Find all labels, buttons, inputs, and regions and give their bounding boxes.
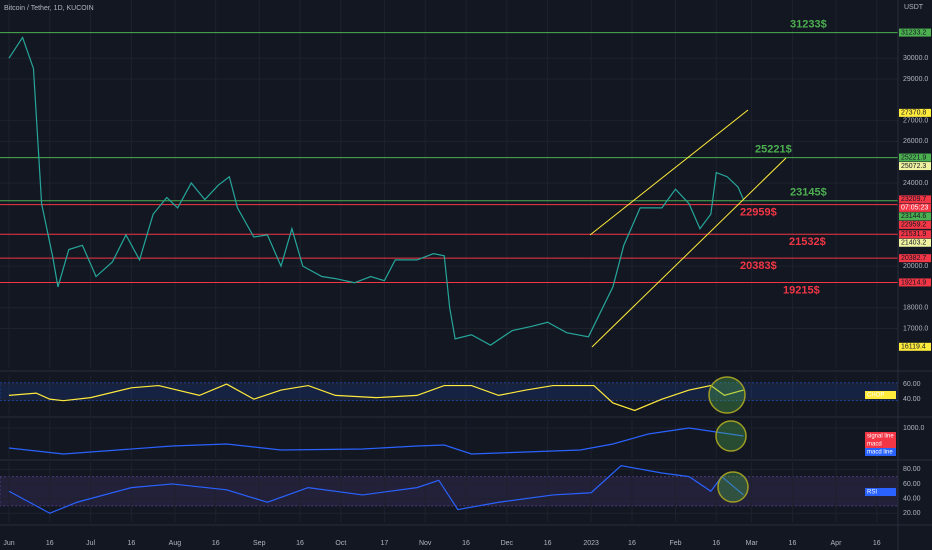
y-tick-label: 80.00 xyxy=(903,466,921,473)
price-tag xyxy=(899,195,931,204)
x-tick-label: 16 xyxy=(712,540,720,547)
x-tick-label: Nov xyxy=(419,540,432,547)
x-tick-label: 16 xyxy=(127,540,135,547)
currency: USDT xyxy=(904,4,924,11)
legend-tag xyxy=(865,391,896,399)
legend-tag xyxy=(865,448,896,456)
countdown-tag xyxy=(899,203,931,212)
x-tick-label: 16 xyxy=(462,540,470,547)
price-tag xyxy=(899,342,931,351)
y-tick-label: 27000.0 xyxy=(903,117,928,124)
x-tick-label: 16 xyxy=(212,540,220,547)
legend-label: RSI xyxy=(867,490,877,496)
price-tag xyxy=(899,254,931,263)
y-tick-label: 20.00 xyxy=(903,510,921,517)
price-tag-label: 19214.9 xyxy=(901,279,926,286)
price-tag xyxy=(899,230,931,239)
indicator-band xyxy=(0,476,899,507)
level-label: 23145$ xyxy=(790,187,827,199)
legend-label: macd line xyxy=(867,450,893,456)
pane: 1000.0 signal line macd macd line xyxy=(0,425,925,456)
x-tick-label: Mar xyxy=(746,540,759,547)
y-tick-label: 30000.0 xyxy=(903,55,928,62)
price-tag-label: 25072.3 xyxy=(901,163,926,170)
x-tick-label: 16 xyxy=(46,540,54,547)
x-tick-label: 16 xyxy=(873,540,881,547)
price-tag xyxy=(899,238,931,247)
price-tag xyxy=(899,220,931,229)
price-line xyxy=(8,465,744,514)
y-tick-label: 18000.0 xyxy=(903,305,928,312)
y-tick-label: 40.00 xyxy=(903,396,921,403)
legend-label: CHOP xyxy=(867,393,884,399)
x-tick-label: Oct xyxy=(335,540,346,547)
price-tag xyxy=(899,153,931,162)
legend-tag xyxy=(865,432,896,440)
x-tick-label: 17 xyxy=(380,540,388,547)
price-line xyxy=(8,383,744,412)
legend-label: macd xyxy=(867,442,882,448)
y-tick-label: 60.00 xyxy=(903,481,921,488)
y-tick-label: 40.00 xyxy=(903,495,921,502)
price-tag xyxy=(899,162,931,171)
level-label: 22959$ xyxy=(740,207,777,219)
level-label: 31233$ xyxy=(790,18,827,30)
y-tick-label: 20000.0 xyxy=(903,263,928,270)
price-line xyxy=(8,427,744,455)
price-tag-label: 27370.8 xyxy=(901,110,926,117)
level-label: 19215$ xyxy=(783,284,820,296)
price-tag-label: 16119.4 xyxy=(901,344,926,351)
price-tag xyxy=(899,108,931,117)
x-tick-label: 16 xyxy=(296,540,304,547)
y-tick-label: 17000.0 xyxy=(903,325,928,332)
price-tag-label: 22959.2 xyxy=(901,222,926,229)
price-tag-label: 23209.7 xyxy=(901,196,926,203)
y-tick-label: 29000.0 xyxy=(903,76,928,83)
x-tick-label: Jun xyxy=(3,540,14,547)
highlight-circles xyxy=(708,376,749,503)
legend-label: signal line xyxy=(867,434,894,440)
x-tick-label: Sep xyxy=(253,540,266,547)
price-tag-label: 21531.9 xyxy=(901,231,926,238)
x-tick-label: Jul xyxy=(86,540,95,547)
legend-tag xyxy=(865,440,896,448)
x-tick-label: Dec xyxy=(501,540,514,547)
x-tick-label: 16 xyxy=(628,540,636,547)
price-tag xyxy=(899,28,931,37)
y-tick-label: 60.00 xyxy=(903,381,921,388)
pane: 40.00 60.00 CHOP xyxy=(0,381,921,412)
price-tag-label: 21403.2 xyxy=(901,240,926,247)
x-tick-label: 2023 xyxy=(583,540,599,547)
price-tag-label: 25221.9 xyxy=(901,154,926,161)
price-tag-label: 31233.2 xyxy=(901,29,926,36)
trendlines xyxy=(589,109,787,348)
pane: 17000.0 18000.0 20000.0 24000.0 26000.0 27000… xyxy=(0,18,931,351)
price-tag xyxy=(899,212,931,221)
y-tick-label: 1000.0 xyxy=(903,425,925,432)
price-line xyxy=(8,36,745,346)
x-tick-label: Feb xyxy=(669,540,681,547)
price-tag-label: 20382.7 xyxy=(901,255,926,262)
level-label: 25221$ xyxy=(755,143,792,155)
x-tick-label: 16 xyxy=(789,540,797,547)
price-tag-label: 23144.6 xyxy=(901,213,926,220)
y-tick-label: 24000.0 xyxy=(903,180,928,187)
symbol-title: Bitcoin / Tether, 1D, KUCOIN xyxy=(4,5,94,12)
x-tick-label: 16 xyxy=(544,540,552,547)
countdown: 07:05:23 xyxy=(901,205,928,212)
indicator-band xyxy=(0,382,899,402)
level-label: 21532$ xyxy=(789,236,826,248)
legend-tag xyxy=(865,488,896,496)
x-tick-label: Apr xyxy=(831,540,843,547)
y-tick-label: 26000.0 xyxy=(903,138,928,145)
x-tick-label: Aug xyxy=(169,540,182,547)
price-tag xyxy=(899,278,931,287)
level-label: 20383$ xyxy=(740,260,777,272)
